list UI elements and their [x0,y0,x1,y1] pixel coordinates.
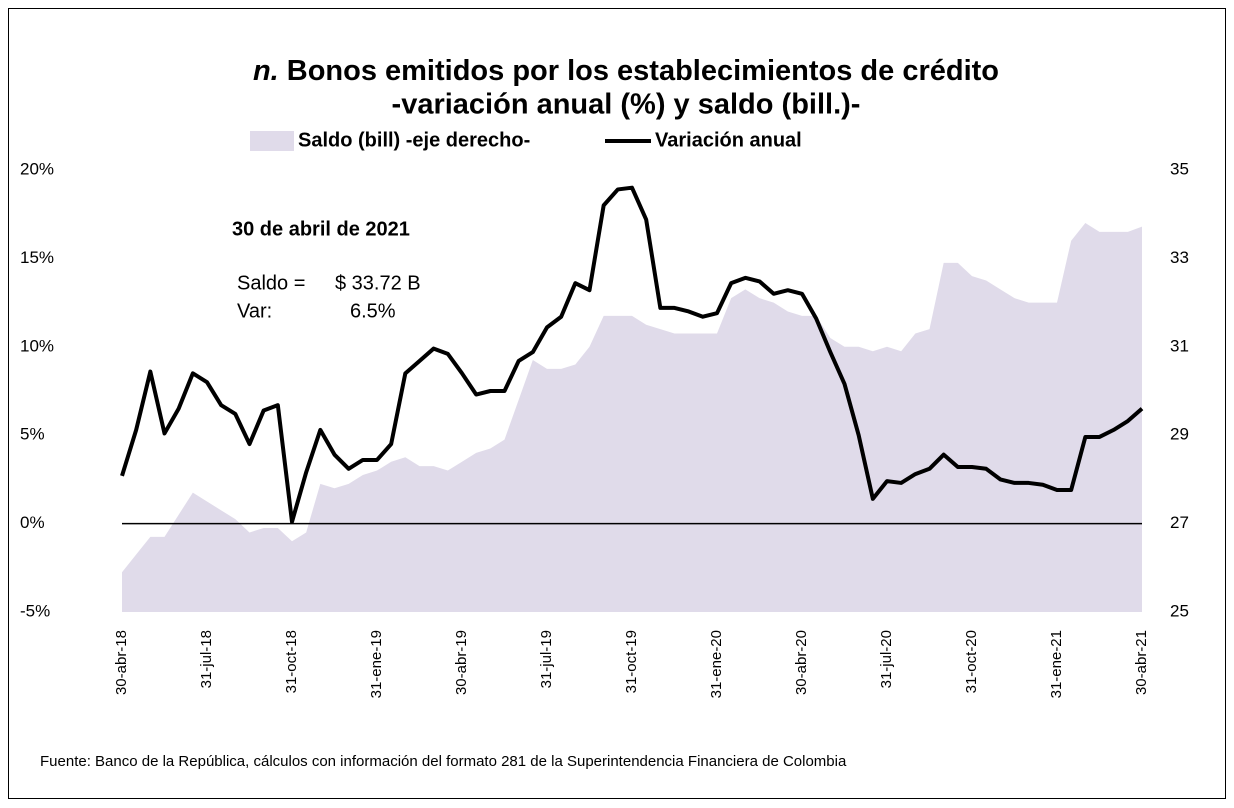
x-tick-label: 31-oct-18 [283,630,300,693]
annotation: 6.5% [350,300,396,322]
y2-tick-label: 31 [1170,336,1189,355]
y2-tick-label: 25 [1170,601,1189,620]
annotation: Saldo = [237,272,305,294]
legend-label: Variación anual [655,129,802,151]
y2-tick-label: 29 [1170,425,1189,444]
legend-swatch [250,131,294,151]
title-marker: n. [253,55,279,87]
x-tick-label: 30-abr-18 [113,630,130,695]
chart-title: n. Bonos emitidos por los establecimiento… [253,55,999,87]
x-tick-label: 31-oct-19 [623,630,640,693]
y-tick-label: 5% [20,425,45,444]
x-tick-label: 31-jul-20 [878,630,895,688]
y-tick-label: 15% [20,248,54,267]
y-tick-label: 20% [20,159,54,178]
legend-label: Saldo (bill) -eje derecho- [298,129,530,151]
y2-tick-label: 35 [1170,159,1189,178]
annotation: $ 33.72 B [335,272,421,294]
title-line: Bonos emitidos por los establecimientos … [287,55,999,87]
y2-tick-label: 33 [1170,248,1189,267]
y-tick-label: -5% [20,601,50,620]
x-tick-label: 31-ene-20 [708,630,725,698]
x-tick-label: 31-jul-18 [198,630,215,688]
area [122,223,1142,613]
annotation: Var: [237,300,272,322]
x-tick-label: 30-abr-21 [1133,630,1150,695]
line [120,185,1144,524]
annotation: 30 de abril de 2021 [232,218,410,240]
x-tick-label: 30-abr-20 [793,630,810,695]
chart-subtitle: -variación anual (%) y saldo (bill.)- [392,89,861,121]
x-tick-label: 31-jul-19 [538,630,555,688]
x-tick-label: 31-ene-19 [368,630,385,698]
x-tick-label: 31-oct-20 [963,630,980,693]
x-tick-label: 31-ene-21 [1048,630,1065,698]
y-tick-label: 0% [20,513,45,532]
y2-tick-label: 27 [1170,513,1189,532]
y-tick-label: 10% [20,336,54,355]
x-tick-label: 30-abr-19 [453,630,470,695]
source: Fuente: Banco de la República, cálculos … [40,753,847,770]
